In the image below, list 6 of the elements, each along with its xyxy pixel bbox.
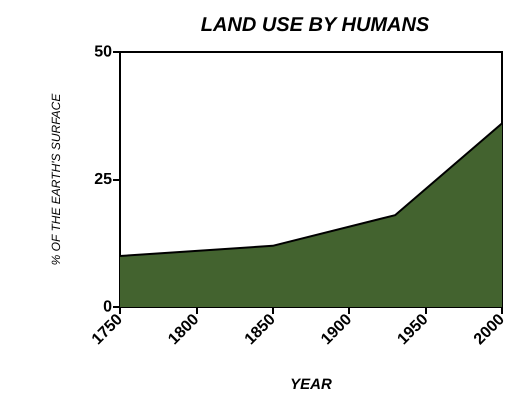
y-tick-label: 25 [94, 171, 112, 188]
chart-title: LAND USE BY HUMANS [200, 14, 430, 36]
x-axis-title: YEAR [290, 376, 332, 393]
y-tick-label: 0 [103, 298, 112, 316]
y-axis-title: % OF THE EARTH'S SURFACE [49, 92, 63, 266]
y-tick-label: 50 [94, 44, 112, 60]
